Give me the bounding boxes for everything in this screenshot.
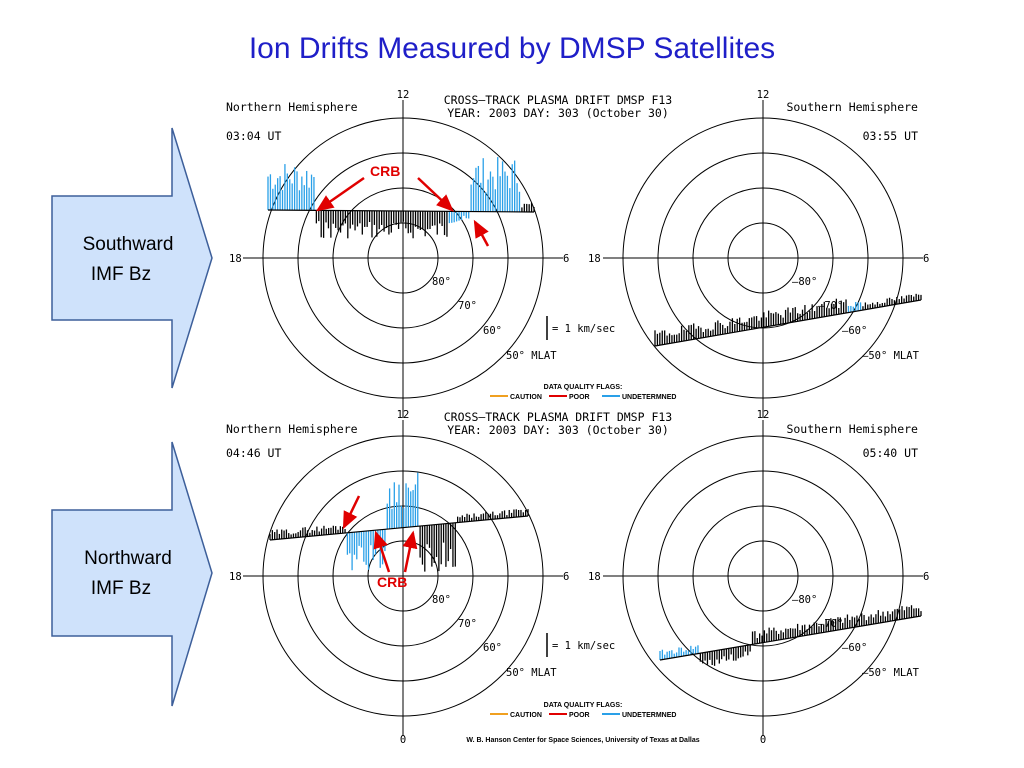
bottom-south-mlt-0: 0	[760, 734, 766, 746]
top-crb-arrow-right	[417, 177, 454, 212]
bottom-south-mlt-12: 12	[757, 409, 770, 421]
northward-label-line1: Northward	[84, 548, 172, 569]
bottom-north-lat-70: 70°	[458, 618, 477, 630]
top-south-lat-50: —50° MLAT	[862, 350, 920, 362]
bottom-south-drift-trace	[659, 605, 922, 666]
top-north-lat-60: 60°	[483, 325, 502, 337]
top-legend-undetermined: UNDETERMNED	[622, 394, 676, 401]
top-north-hemisphere: Northern Hemisphere	[226, 100, 358, 114]
bottom-header-line1: CROSS—TRACK PLASMA DRIFT DMSP F13	[444, 410, 673, 424]
bottom-north-mlt-18: 18	[229, 571, 242, 583]
figure-footer: W. B. Hanson Center for Space Sciences, …	[466, 737, 699, 744]
bottom-south-mlt-6: 6	[923, 571, 929, 583]
bottom-north-mlt-12: 12	[397, 409, 410, 421]
bottom-south-lat-50: —50° MLAT	[862, 667, 920, 679]
top-crb-arrow-lower	[473, 219, 490, 247]
bottom-header-line2: YEAR: 2003 DAY: 303 (October 30)	[447, 423, 669, 437]
northward-label-line2: IMF Bz	[91, 578, 151, 599]
top-south-mlt-6: 6	[923, 253, 929, 265]
bottom-south-dial: Southern Hemisphere 05:40 UT 12 18 6 0 —…	[588, 409, 929, 746]
bottom-legend-poor: POOR	[569, 712, 590, 719]
top-crb-label: CRB	[370, 163, 400, 179]
top-legend-title: DATA QUALITY FLAGS:	[544, 384, 623, 391]
bottom-south-hemisphere: Southern Hemisphere	[786, 422, 918, 436]
figure-panel	[231, 92, 934, 745]
bottom-legend-title: DATA QUALITY FLAGS:	[544, 702, 623, 709]
bottom-panel: CROSS—TRACK PLASMA DRIFT DMSP F13 YEAR: …	[226, 409, 929, 746]
bottom-crb-arrow-upper	[342, 495, 361, 530]
top-legend-caution: CAUTION	[510, 394, 542, 401]
top-panel: CROSS—TRACK PLASMA DRIFT DMSP F13 YEAR: …	[226, 89, 929, 418]
top-north-lat-50: 50° MLAT	[506, 350, 557, 362]
southward-arrow: Southward IMF Bz	[51, 127, 213, 389]
bottom-north-time: 04:46 UT	[226, 446, 281, 460]
bottom-south-lat-60: —60°	[842, 642, 867, 654]
top-north-dial: Northern Hemisphere 03:04 UT 12 18 6 80°…	[226, 89, 615, 418]
bottom-south-mlt-18: 18	[588, 571, 601, 583]
top-south-lat-80: —80°	[792, 276, 817, 288]
top-south-time: 03:55 UT	[863, 129, 918, 143]
slide-title: Ion Drifts Measured by DMSP Satellites	[248, 32, 776, 65]
southward-label-line1: Southward	[83, 234, 174, 255]
bottom-quality-legend: DATA QUALITY FLAGS: CAUTION POOR UNDETER…	[490, 702, 676, 719]
bottom-legend-caution: CAUTION	[510, 712, 542, 719]
top-north-mlt-6: 6	[563, 253, 569, 265]
top-south-drift-trace	[654, 293, 922, 347]
top-south-mlt-18: 18	[588, 253, 601, 265]
bottom-north-lat-60: 60°	[483, 642, 502, 654]
bottom-scale-label: = 1 km/sec	[552, 640, 615, 652]
top-north-time: 03:04 UT	[226, 129, 281, 143]
top-north-drift-trace	[267, 157, 535, 239]
top-south-lat-60: —60°	[842, 325, 867, 337]
top-south-mlt-12: 12	[757, 89, 770, 101]
top-north-mlt-12: 12	[397, 89, 410, 101]
bottom-north-mlt-0: 0	[400, 734, 406, 746]
bottom-crb-label: CRB	[377, 574, 407, 590]
bottom-north-lat-50: 50° MLAT	[506, 667, 557, 679]
top-header-line2: YEAR: 2003 DAY: 303 (October 30)	[447, 106, 669, 120]
bottom-crb-arrow-left	[373, 530, 391, 573]
top-south-hemisphere: Southern Hemisphere	[786, 100, 918, 114]
bottom-crb-arrow-right	[402, 530, 418, 573]
bottom-north-hemisphere: Northern Hemisphere	[226, 422, 358, 436]
top-header-line1: CROSS—TRACK PLASMA DRIFT DMSP F13	[444, 93, 673, 107]
top-north-lat-70: 70°	[458, 300, 477, 312]
bottom-legend-undetermined: UNDETERMNED	[622, 712, 676, 719]
bottom-north-drift-trace	[269, 472, 529, 572]
bottom-north-lat-80: 80°	[432, 594, 451, 606]
bottom-south-time: 05:40 UT	[863, 446, 918, 460]
top-quality-legend: DATA QUALITY FLAGS: CAUTION POOR UNDETER…	[490, 384, 676, 401]
southward-label-line2: IMF Bz	[91, 264, 151, 285]
top-north-mlt-18: 18	[229, 253, 242, 265]
top-south-dial: Southern Hemisphere 03:55 UT 12 18 6 —80…	[588, 89, 929, 418]
northward-arrow: Northward IMF Bz	[51, 441, 213, 707]
bottom-north-dial: Northern Hemisphere 04:46 UT 12 18 6 0 8…	[226, 409, 615, 746]
top-legend-poor: POOR	[569, 394, 590, 401]
bottom-north-mlt-6: 6	[563, 571, 569, 583]
top-crb-arrow-left	[315, 176, 365, 212]
bottom-south-lat-80: —80°	[792, 594, 817, 606]
top-north-lat-80: 80°	[432, 276, 451, 288]
top-scale-label: = 1 km/sec	[552, 323, 615, 335]
